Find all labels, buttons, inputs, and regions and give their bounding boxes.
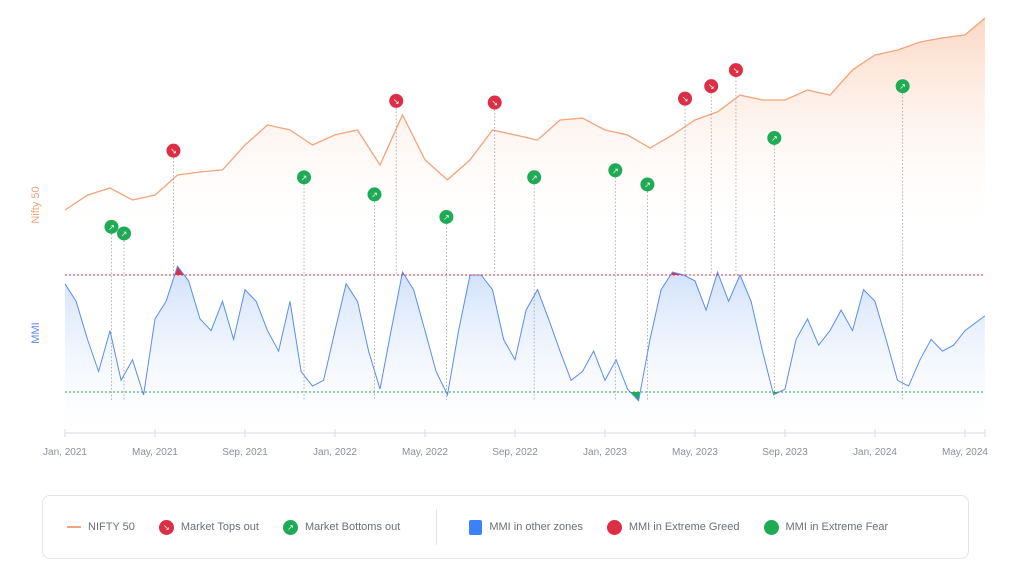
x-tick-label: Jan, 2022 xyxy=(313,447,357,458)
trend-down-icon: ↘ xyxy=(158,519,174,535)
trend-down-icon: ↘ xyxy=(491,99,498,108)
x-tick-label: Jan, 2023 xyxy=(583,447,627,458)
trend-up-icon: ↗ xyxy=(371,190,378,199)
circle-icon xyxy=(606,519,622,535)
trend-up-icon: ↗ xyxy=(282,519,298,535)
mmi-axis-title: MMI xyxy=(30,322,42,343)
line-icon xyxy=(67,526,81,528)
x-tick-label: May, 2024 xyxy=(942,447,988,458)
market-top-marker xyxy=(728,63,743,78)
nifty-axis-title: Nifty 50 xyxy=(30,186,42,223)
mmi-line xyxy=(64,265,986,402)
nifty-area xyxy=(65,18,985,240)
trend-up-icon: ↗ xyxy=(771,134,778,143)
market-top-marker xyxy=(678,91,693,106)
trend-down-icon: ↘ xyxy=(682,95,689,104)
x-tick-label: May, 2022 xyxy=(402,447,448,458)
trend-up-icon: ↗ xyxy=(612,166,619,175)
circle-icon xyxy=(763,519,779,535)
trend-down-icon: ↘ xyxy=(708,82,715,91)
trend-down-icon: ↘ xyxy=(393,97,400,106)
x-tick-label: Jan, 2024 xyxy=(853,447,897,458)
nifty-line xyxy=(64,17,986,211)
market-top-marker xyxy=(487,95,502,110)
legend-greed: MMI in Extreme Greed xyxy=(606,519,740,535)
market-bottom-marker xyxy=(895,79,910,94)
x-tick-label: Sep, 2023 xyxy=(762,447,808,458)
mmi-area xyxy=(65,266,985,433)
market-top-marker xyxy=(704,79,719,94)
legend-bottoms: ↗ Market Bottoms out xyxy=(282,519,400,535)
market-bottom-marker xyxy=(104,219,119,234)
square-icon xyxy=(469,519,483,535)
x-tick-label: May, 2023 xyxy=(672,447,718,458)
x-tick-label: Sep, 2022 xyxy=(492,447,538,458)
market-bottom-marker xyxy=(527,170,542,185)
market-top-marker xyxy=(166,143,181,158)
x-tick-label: May, 2021 xyxy=(132,447,178,458)
legend-fear: MMI in Extreme Fear xyxy=(763,519,888,535)
legend-other-zones: MMI in other zones xyxy=(469,519,583,535)
nifty-mmi-chart: Jan, 2021 May, 2021 Sep, 2021 Jan, 2022 May,… xyxy=(30,17,988,458)
legend-tops: ↘ Market Tops out xyxy=(158,519,259,535)
trend-up-icon: ↗ xyxy=(301,173,308,182)
trend-up-icon: ↗ xyxy=(108,223,115,232)
trend-up-icon: ↗ xyxy=(121,229,128,238)
market-bottom-marker xyxy=(640,177,655,192)
market-bottom-marker xyxy=(439,209,454,224)
legend-nifty: NIFTY 50 xyxy=(67,521,135,533)
market-bottom-marker xyxy=(117,226,132,241)
trend-up-icon: ↗ xyxy=(899,82,906,91)
trend-up-icon: ↗ xyxy=(531,173,538,182)
trend-down-icon: ↘ xyxy=(733,66,740,75)
market-top-marker xyxy=(389,93,404,108)
market-bottom-marker xyxy=(367,187,382,202)
x-tick-label: Sep, 2021 xyxy=(222,447,268,458)
trend-up-icon: ↗ xyxy=(443,213,450,222)
market-bottom-marker xyxy=(608,163,623,178)
legend-divider xyxy=(436,509,438,545)
trend-down-icon: ↘ xyxy=(170,147,177,156)
x-tick-label: Jan, 2021 xyxy=(43,447,87,458)
market-bottom-marker xyxy=(297,170,312,185)
market-bottom-marker xyxy=(767,130,782,145)
legend: NIFTY 50 ↘ Market Tops out ↗ Market Bottom… xyxy=(42,495,969,559)
trend-up-icon: ↗ xyxy=(644,180,651,189)
